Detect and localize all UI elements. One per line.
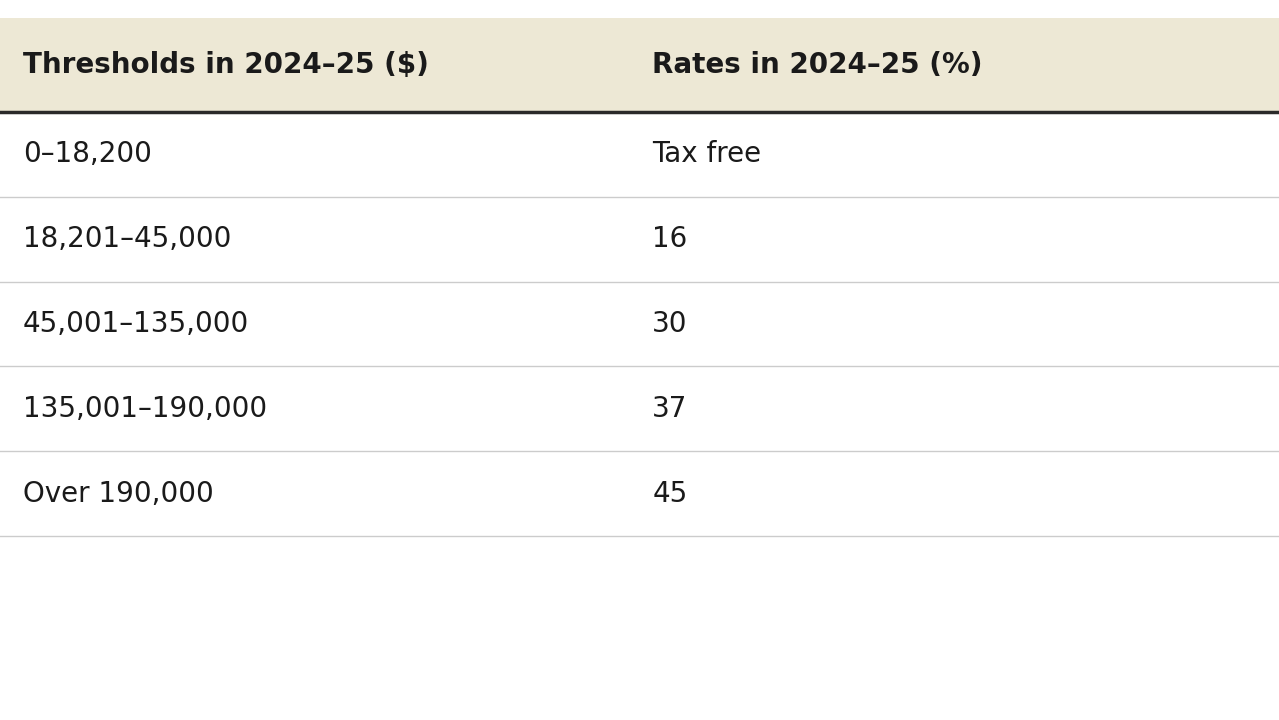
Text: Thresholds in 2024–25 ($): Thresholds in 2024–25 ($) xyxy=(23,51,428,78)
Bar xyxy=(0,451,1279,536)
Text: 45,001–135,000: 45,001–135,000 xyxy=(23,310,249,338)
Bar xyxy=(0,366,1279,451)
Bar xyxy=(0,112,1279,197)
Text: Over 190,000: Over 190,000 xyxy=(23,480,214,508)
Bar xyxy=(0,18,1279,112)
Text: 0–18,200: 0–18,200 xyxy=(23,140,152,168)
Text: 37: 37 xyxy=(652,395,688,423)
Bar xyxy=(0,197,1279,282)
Text: 45: 45 xyxy=(652,480,688,508)
Text: 30: 30 xyxy=(652,310,688,338)
Text: 16: 16 xyxy=(652,225,688,253)
Text: 18,201–45,000: 18,201–45,000 xyxy=(23,225,231,253)
Text: 135,001–190,000: 135,001–190,000 xyxy=(23,395,267,423)
Text: Rates in 2024–25 (%): Rates in 2024–25 (%) xyxy=(652,51,982,78)
Text: Tax free: Tax free xyxy=(652,140,761,168)
Bar xyxy=(0,282,1279,366)
